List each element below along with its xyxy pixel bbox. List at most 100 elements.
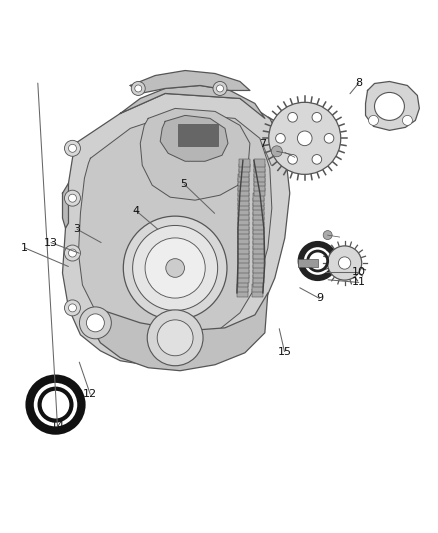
Bar [253,222,264,230]
Bar [238,255,249,263]
Circle shape [157,320,193,356]
Bar [238,260,249,268]
Circle shape [297,131,312,146]
Text: 12: 12 [83,389,97,399]
Bar [254,159,265,167]
Bar [238,183,249,191]
Polygon shape [63,93,290,365]
Circle shape [271,146,283,157]
Circle shape [135,85,142,92]
Text: 3: 3 [74,224,81,235]
Polygon shape [120,85,265,118]
Circle shape [68,249,77,257]
Bar [253,255,264,263]
Circle shape [288,155,297,164]
Bar [254,193,265,201]
Bar [237,289,248,297]
Bar [254,198,265,206]
Bar [253,207,264,215]
Circle shape [68,304,77,312]
Polygon shape [366,82,419,131]
Circle shape [312,155,321,164]
Circle shape [213,82,227,95]
Circle shape [166,259,184,277]
Circle shape [403,116,413,125]
Bar [253,246,264,254]
Bar [254,203,265,211]
Bar [239,164,250,172]
Circle shape [328,246,362,280]
Polygon shape [130,70,250,93]
Circle shape [368,116,378,125]
Bar [238,241,249,249]
Circle shape [324,134,334,143]
Bar [254,174,265,182]
Bar [254,188,265,196]
Text: 14: 14 [50,421,64,431]
Bar [238,193,249,201]
Bar [254,179,265,187]
Ellipse shape [374,92,404,120]
Bar [238,222,249,230]
Bar [239,174,250,182]
Bar [298,259,318,267]
Circle shape [64,300,81,316]
Bar [252,284,263,292]
Bar [238,217,249,225]
Bar [252,289,263,297]
Bar [238,207,249,215]
Circle shape [216,85,223,92]
Bar [253,241,264,249]
Bar [238,251,249,259]
Circle shape [339,257,351,269]
Bar [253,251,264,259]
Bar [238,236,249,244]
Text: 4: 4 [132,206,140,216]
Circle shape [68,194,77,202]
Bar [253,265,264,273]
Text: 10: 10 [352,267,366,277]
Text: 11: 11 [352,278,366,287]
Bar [254,164,265,172]
Circle shape [131,82,145,95]
Circle shape [312,112,321,122]
Bar [238,231,249,239]
Circle shape [124,216,227,320]
Bar [253,270,264,278]
Circle shape [276,134,285,143]
Bar [238,188,249,196]
Circle shape [68,144,77,152]
Bar [238,265,249,273]
Bar [239,159,250,167]
Polygon shape [160,116,228,161]
Bar [254,169,265,177]
Bar [178,124,218,147]
Bar [253,212,264,220]
Bar [253,227,264,235]
Circle shape [64,190,81,206]
Bar [237,279,248,287]
Polygon shape [63,183,68,228]
Bar [238,212,249,220]
Bar [238,227,249,235]
Text: 7: 7 [259,139,266,149]
Circle shape [64,245,81,261]
Polygon shape [140,108,250,200]
Bar [238,246,249,254]
Bar [237,284,248,292]
Circle shape [145,238,205,298]
Text: 5: 5 [180,179,187,189]
Bar [238,198,249,206]
Circle shape [64,140,81,156]
Bar [253,260,264,268]
Bar [253,274,264,282]
Bar [253,217,264,225]
Text: 1: 1 [21,243,28,253]
Circle shape [323,231,332,239]
Bar [254,183,265,191]
Text: 13: 13 [44,238,58,247]
Bar [253,236,264,244]
Bar [239,169,250,177]
Text: 8: 8 [355,78,362,88]
Bar [238,203,249,211]
